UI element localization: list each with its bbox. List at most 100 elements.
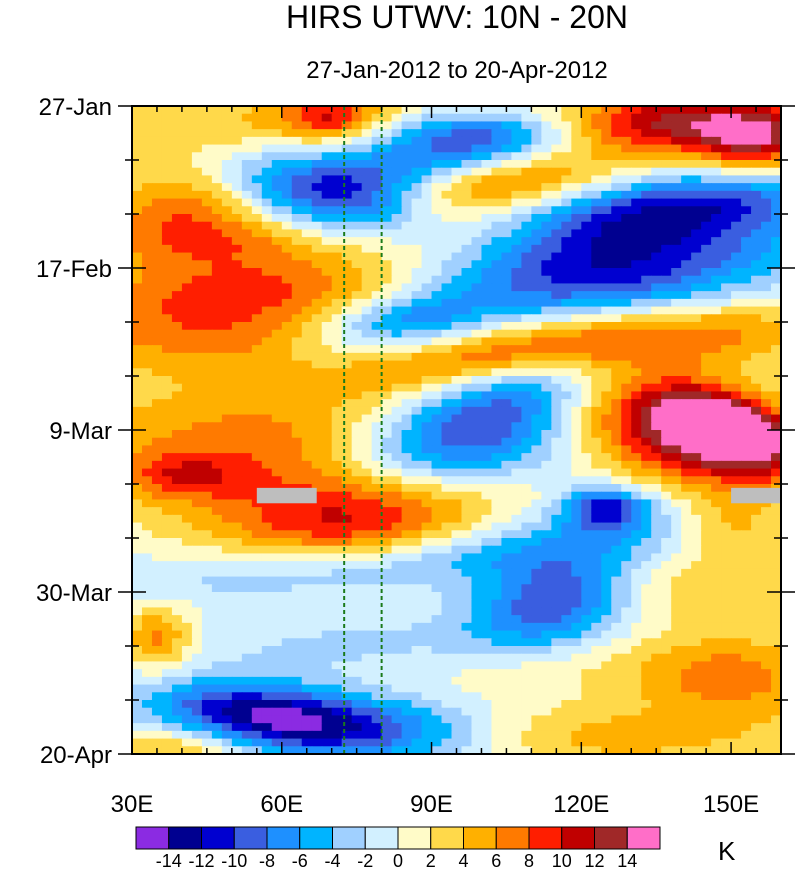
field-cell [151, 406, 163, 416]
field-cell [491, 638, 503, 647]
field-cell [581, 352, 592, 362]
field-cell [731, 129, 742, 138]
field-cell [511, 368, 522, 377]
field-cell [511, 391, 522, 400]
field-cell [391, 152, 403, 161]
field-cell [351, 190, 363, 200]
field-cell [591, 561, 602, 570]
field-cell [561, 283, 572, 292]
field-cell [531, 514, 542, 524]
field-cell [231, 468, 243, 477]
field-cell [531, 676, 542, 686]
field-cell [191, 684, 203, 693]
field-cell [771, 676, 781, 686]
field-cell [421, 484, 433, 493]
field-cell [741, 507, 752, 516]
field-cell [771, 406, 781, 416]
field-cell [381, 268, 393, 277]
field-cell [731, 291, 742, 300]
field-cell [431, 406, 443, 416]
field-cell [621, 422, 632, 431]
field-cell [451, 491, 463, 501]
field-cell [401, 460, 413, 470]
field-cell [521, 592, 532, 601]
field-cell [301, 406, 313, 416]
field-cell [511, 568, 522, 578]
field-cell [441, 484, 453, 493]
field-cell [321, 406, 333, 416]
field-cell [741, 121, 752, 130]
field-cell [371, 237, 383, 246]
field-cell [641, 175, 652, 184]
field-cell [221, 160, 233, 169]
field-cell [551, 646, 562, 655]
field-cell [161, 568, 173, 578]
field-cell [731, 244, 742, 254]
field-cell [711, 322, 722, 331]
field-cell [771, 244, 781, 254]
field-cell [461, 460, 473, 470]
field-cell [621, 306, 632, 315]
field-cell [221, 615, 233, 624]
field-cell [291, 252, 303, 261]
field-cell [531, 229, 542, 238]
field-cell [371, 252, 383, 261]
field-cell [221, 460, 233, 470]
field-cell [141, 383, 153, 393]
field-cell [351, 252, 363, 261]
field-cell [731, 530, 742, 539]
field-cell [701, 630, 712, 639]
field-cell [701, 653, 712, 663]
field-cell [231, 538, 243, 547]
field-cell [501, 129, 513, 138]
field-cell [771, 399, 781, 408]
field-cell [291, 607, 303, 616]
field-cell [381, 592, 393, 601]
field-cell [621, 561, 632, 570]
field-cell [581, 453, 592, 462]
field-cell [571, 190, 582, 200]
field-cell [631, 453, 642, 462]
field-cell [731, 345, 742, 354]
field-cell [771, 422, 781, 431]
field-cell [441, 283, 453, 292]
field-cell [441, 684, 453, 693]
field-cell [771, 661, 781, 670]
field-cell [671, 352, 682, 362]
field-cell [271, 576, 283, 585]
field-cell [251, 476, 263, 485]
field-cell [751, 252, 762, 261]
field-cell [221, 106, 233, 115]
field-cell [201, 329, 213, 339]
field-cell [441, 615, 453, 624]
field-cell [321, 322, 333, 331]
field-cell [321, 607, 333, 616]
field-cell [711, 352, 722, 362]
field-cell [531, 260, 542, 269]
field-cell [411, 268, 423, 277]
field-cell [651, 460, 662, 470]
field-cell [132, 113, 143, 123]
field-cell [241, 198, 253, 207]
field-cell [751, 399, 762, 408]
field-cell [521, 221, 532, 231]
field-cell [551, 576, 562, 585]
field-cell [481, 437, 493, 447]
field-cell [681, 646, 692, 655]
field-cell [751, 214, 762, 223]
field-cell [771, 190, 781, 200]
field-cell [171, 676, 183, 686]
field-cell [411, 214, 423, 223]
field-cell [521, 669, 532, 678]
field-cell [551, 152, 562, 161]
field-cell [691, 568, 702, 578]
field-cell [281, 468, 293, 477]
field-cell [471, 599, 483, 609]
field-cell [431, 414, 443, 423]
field-cell [351, 669, 363, 678]
field-cell [381, 445, 393, 454]
field-cell [161, 152, 173, 161]
field-cell [561, 453, 572, 462]
field-cell [571, 561, 582, 570]
field-cell [751, 298, 762, 308]
